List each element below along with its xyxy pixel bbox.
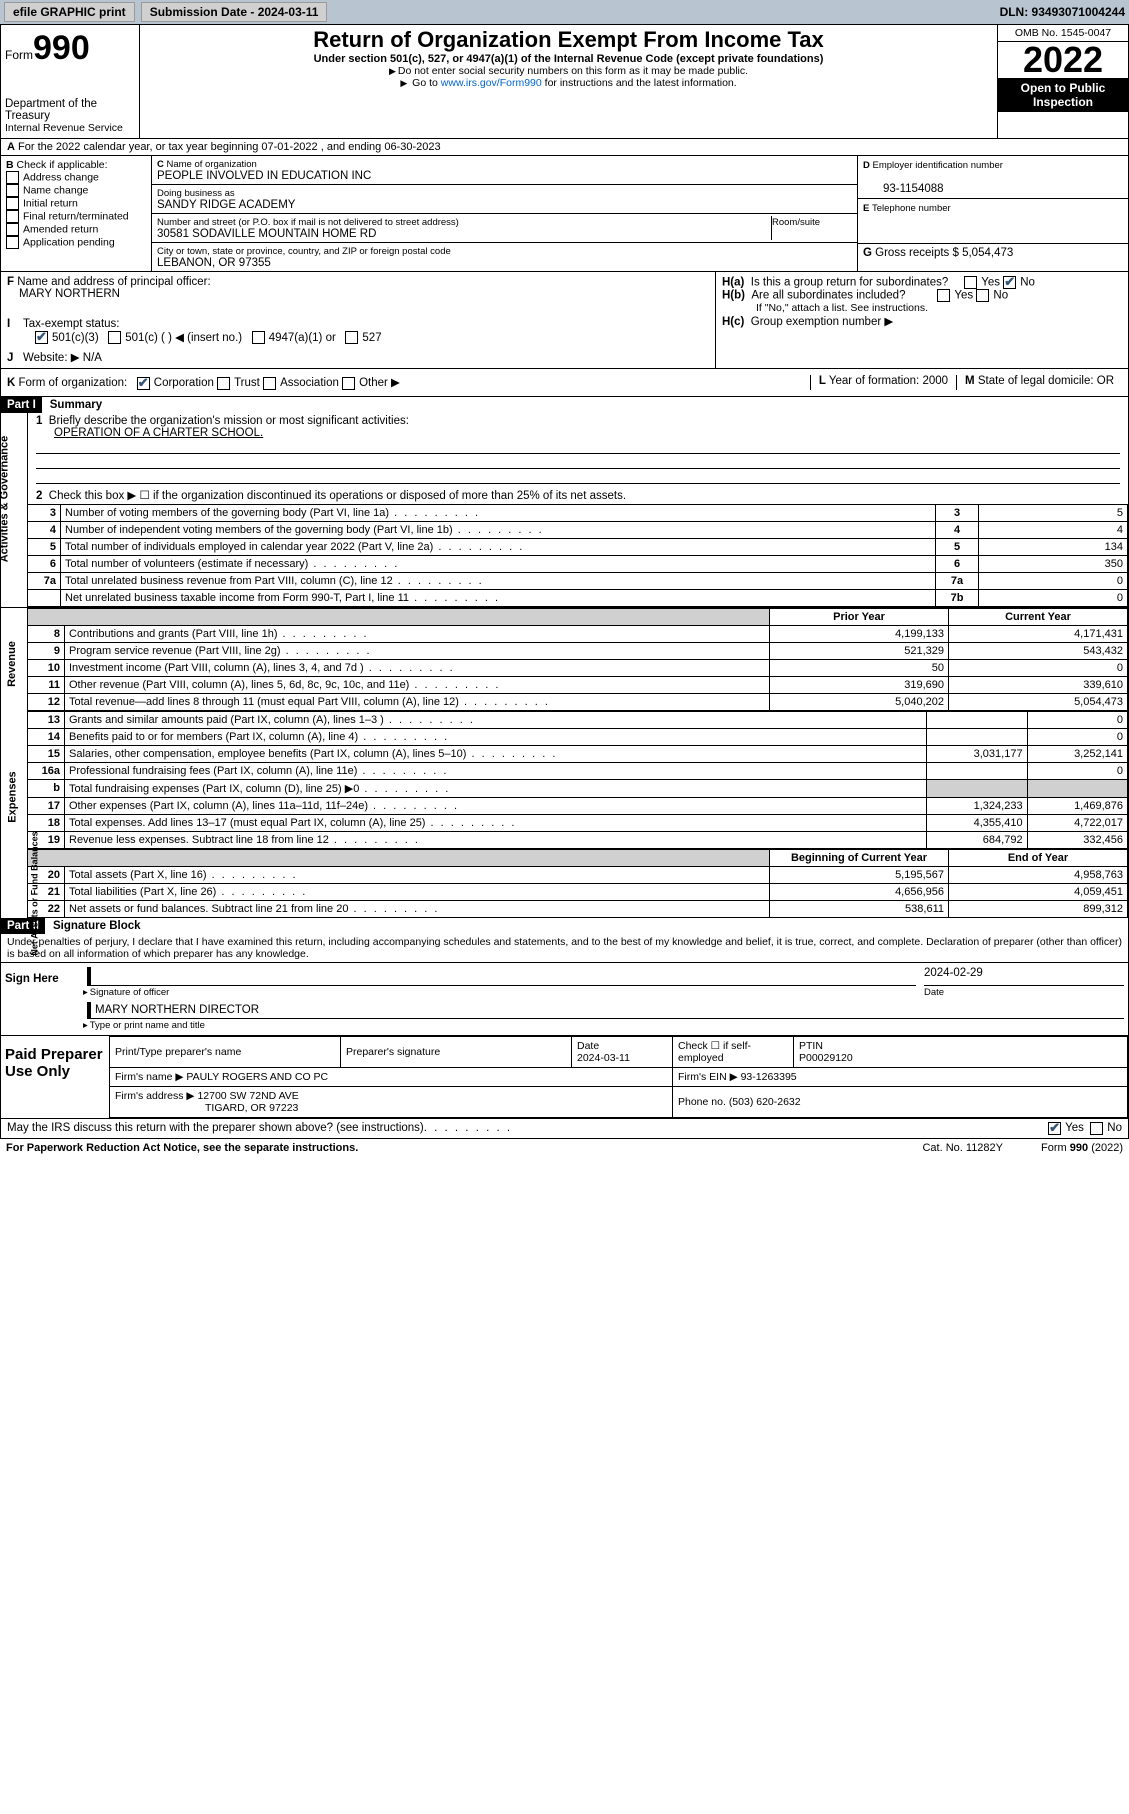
- sign-date: 2024-02-29: [924, 967, 1124, 986]
- discuss-yes-checkbox[interactable]: [1048, 1122, 1061, 1135]
- paid-preparer-table: Print/Type preparer's namePreparer's sig…: [109, 1036, 1128, 1118]
- 527-checkbox[interactable]: [345, 331, 358, 344]
- street-address: 30581 SODAVILLE MOUNTAIN HOME RD: [157, 228, 376, 240]
- state-domicile: OR: [1097, 375, 1114, 387]
- firm-address: 12700 SW 72ND AVE: [197, 1090, 298, 1102]
- firm-ein: 93-1263395: [741, 1071, 797, 1083]
- paid-preparer-label: Paid Preparer Use Only: [1, 1036, 109, 1118]
- discuss-no-checkbox[interactable]: [1090, 1122, 1103, 1135]
- firm-name: PAULY ROGERS AND CO PC: [186, 1071, 328, 1083]
- expenses-table: 13Grants and similar amounts paid (Part …: [28, 711, 1128, 849]
- form-header: Form990 Department of the Treasury Inter…: [1, 25, 1128, 139]
- top-toolbar: efile GRAPHIC print Submission Date - 20…: [0, 0, 1129, 24]
- 501c3-checkbox[interactable]: [35, 331, 48, 344]
- other-checkbox[interactable]: [342, 377, 355, 390]
- pra-notice: For Paperwork Reduction Act Notice, see …: [6, 1142, 358, 1154]
- dln-label: DLN: 93493071004244: [1000, 5, 1125, 19]
- side-expenses: Expenses: [7, 771, 19, 822]
- section-b-checkboxes: B Check if applicable: Address changeNam…: [1, 156, 152, 271]
- form-subtitle: Under section 501(c), 527, or 4947(a)(1)…: [144, 53, 993, 65]
- sign-here-label: Sign Here: [1, 963, 79, 1035]
- irs-label: Internal Revenue Service: [5, 122, 135, 134]
- trust-checkbox[interactable]: [217, 377, 230, 390]
- line-a-tax-year: A For the 2022 calendar year, or tax yea…: [1, 139, 1128, 156]
- form-title: Return of Organization Exempt From Incom…: [144, 27, 993, 53]
- ha-yes-checkbox[interactable]: [964, 276, 977, 289]
- 4947-checkbox[interactable]: [252, 331, 265, 344]
- ein: 93-1154088: [863, 183, 944, 195]
- activities-governance-table: 3Number of voting members of the governi…: [28, 504, 1128, 607]
- open-public-badge: Open to Public Inspection: [998, 78, 1128, 112]
- hb-yes-checkbox[interactable]: [937, 289, 950, 302]
- efile-print-button[interactable]: efile GRAPHIC print: [4, 2, 135, 22]
- revenue-table: Prior YearCurrent Year8Contributions and…: [28, 608, 1128, 711]
- ptin: P00029120: [799, 1052, 853, 1064]
- instructions-link[interactable]: www.irs.gov/Form990: [441, 77, 542, 89]
- perjury-declaration: Under penalties of perjury, I declare th…: [1, 934, 1128, 962]
- form-number: Form990: [5, 29, 135, 68]
- 501c-checkbox[interactable]: [108, 331, 121, 344]
- side-net-assets: Net Assets or Fund Balances: [31, 831, 40, 955]
- assoc-checkbox[interactable]: [263, 377, 276, 390]
- mission-text: OPERATION OF A CHARTER SCHOOL.: [36, 427, 263, 439]
- gross-receipts: 5,054,473: [962, 247, 1013, 259]
- cat-number: Cat. No. 11282Y: [922, 1142, 1003, 1154]
- officer-name-title: MARY NORTHERN DIRECTOR: [87, 1002, 1124, 1019]
- part1-header: Part I: [1, 397, 42, 413]
- instructions-note: Go to www.irs.gov/Form990 for instructio…: [144, 77, 993, 89]
- website: N/A: [83, 352, 102, 364]
- side-activities-governance: Activities & Governance: [0, 436, 10, 563]
- year-formation: 2000: [922, 375, 948, 387]
- corp-checkbox[interactable]: [137, 377, 150, 390]
- hb-no-checkbox[interactable]: [976, 289, 989, 302]
- principal-officer: MARY NORTHERN: [7, 288, 120, 300]
- net-assets-table: Beginning of Current YearEnd of Year20To…: [28, 849, 1128, 918]
- dept-label: Department of the Treasury: [5, 98, 135, 122]
- org-name: PEOPLE INVOLVED IN EDUCATION INC: [157, 170, 371, 182]
- form-footer: Form 990 (2022): [1003, 1142, 1123, 1154]
- city-state-zip: LEBANON, OR 97355: [157, 257, 271, 269]
- ha-no-checkbox[interactable]: [1003, 276, 1016, 289]
- tax-year: 2022: [998, 42, 1128, 78]
- side-revenue: Revenue: [6, 641, 18, 687]
- submission-date-button[interactable]: Submission Date - 2024-03-11: [141, 2, 328, 22]
- dba-name: SANDY RIDGE ACADEMY: [157, 199, 295, 211]
- firm-phone: (503) 620-2632: [729, 1096, 801, 1108]
- ssn-note: Do not enter social security numbers on …: [144, 65, 993, 77]
